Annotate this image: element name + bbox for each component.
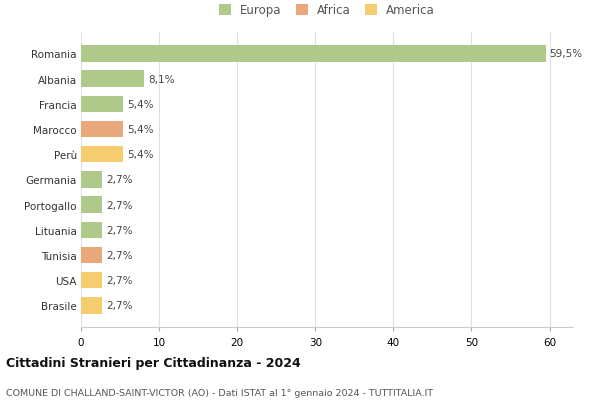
Legend: Europa, Africa, America: Europa, Africa, America	[215, 1, 439, 21]
Text: 2,7%: 2,7%	[106, 200, 133, 210]
Text: 8,1%: 8,1%	[148, 74, 175, 84]
Bar	[81, 121, 123, 138]
Text: 2,7%: 2,7%	[106, 250, 133, 261]
Text: 2,7%: 2,7%	[106, 175, 133, 185]
Bar	[81, 172, 102, 188]
Text: 59,5%: 59,5%	[550, 49, 583, 59]
Text: 5,4%: 5,4%	[127, 125, 154, 135]
Bar	[81, 297, 102, 314]
Bar	[81, 71, 144, 88]
Bar	[81, 222, 102, 238]
Text: 5,4%: 5,4%	[127, 99, 154, 110]
Bar	[81, 272, 102, 289]
Text: Cittadini Stranieri per Cittadinanza - 2024: Cittadini Stranieri per Cittadinanza - 2…	[6, 356, 301, 369]
Text: 2,7%: 2,7%	[106, 225, 133, 235]
Bar	[81, 247, 102, 263]
Bar	[81, 46, 545, 63]
Bar	[81, 147, 123, 163]
Text: 5,4%: 5,4%	[127, 150, 154, 160]
Bar	[81, 197, 102, 213]
Text: 2,7%: 2,7%	[106, 301, 133, 310]
Text: 2,7%: 2,7%	[106, 276, 133, 285]
Text: COMUNE DI CHALLAND-SAINT-VICTOR (AO) - Dati ISTAT al 1° gennaio 2024 - TUTTITALI: COMUNE DI CHALLAND-SAINT-VICTOR (AO) - D…	[6, 389, 433, 398]
Bar	[81, 97, 123, 113]
